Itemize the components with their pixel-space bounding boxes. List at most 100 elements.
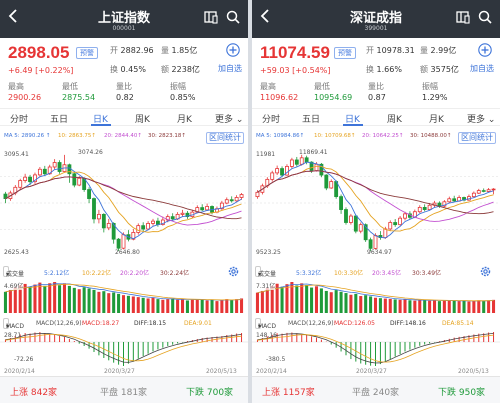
candle — [285, 164, 289, 176]
chevron-down-icon: ▾ — [258, 271, 262, 278]
date-mid: 2020/3/27 — [104, 368, 135, 375]
tab-monthly-k[interactable]: 月K — [429, 115, 444, 125]
candle-body — [52, 162, 57, 168]
macd-select[interactable]: MACD ▾ — [3, 318, 24, 330]
tab-more[interactable]: 更多 ⌄ — [467, 115, 496, 125]
chevron-down-icon: ⌄ — [235, 115, 244, 125]
layout-icon[interactable] — [456, 10, 470, 24]
candle — [87, 187, 91, 204]
candle — [417, 205, 422, 214]
search-icon[interactable] — [478, 10, 492, 24]
vol5-label: 5:2.12亿 — [44, 270, 70, 277]
candle — [353, 214, 358, 234]
back-arrow-icon[interactable] — [260, 9, 270, 23]
candle — [3, 191, 8, 204]
candle — [92, 197, 96, 224]
back-arrow-icon[interactable] — [8, 9, 18, 23]
candle-body — [141, 225, 146, 230]
volume-bar — [290, 282, 294, 313]
header-bar: 深证成指 399001 — [252, 0, 500, 38]
volume-bar — [285, 284, 289, 313]
candle — [42, 165, 47, 177]
k-top-label: 3095.41 — [4, 151, 29, 158]
advancers-count: 上涨 1157家 — [262, 388, 315, 398]
chevron-down-icon: ▾ — [6, 323, 10, 330]
add-watchlist-button[interactable]: 加自选 — [218, 64, 242, 73]
tab-weekly-k[interactable]: 周K — [135, 115, 150, 125]
candle-body — [447, 198, 452, 203]
tab-intraday[interactable]: 分时 — [10, 115, 29, 125]
tab-more[interactable]: 更多 ⌄ — [215, 115, 244, 125]
candle-body — [205, 206, 210, 211]
candle-body — [339, 196, 343, 210]
candle — [160, 216, 165, 226]
tab-daily-k[interactable]: 日K — [93, 115, 108, 125]
settings-gear-icon[interactable] — [479, 265, 492, 278]
volume-bar — [437, 301, 441, 313]
candle-body — [481, 190, 486, 192]
candle-body — [229, 199, 234, 202]
volume-bar — [131, 296, 135, 313]
candle-body — [280, 168, 284, 176]
tab-weekly-k[interactable]: 周K — [387, 115, 402, 125]
volume-bar — [195, 299, 199, 313]
layout-icon[interactable] — [204, 10, 218, 24]
volume-bar — [310, 287, 314, 313]
range-stats-button[interactable]: 区间统计 — [458, 132, 496, 144]
volume-select[interactable]: 成交量 ▾ — [3, 266, 24, 278]
settings-gear-icon[interactable] — [227, 265, 240, 278]
tab-five-day[interactable]: 五日 — [50, 115, 69, 125]
add-watchlist-icon[interactable] — [226, 43, 240, 57]
tab-monthly-k[interactable]: 月K — [177, 115, 192, 125]
vol30-label: 30:3.49亿 — [412, 270, 442, 277]
date-start: 2020/2/14 — [4, 368, 35, 375]
candle — [393, 219, 398, 227]
candle — [116, 238, 121, 252]
volume-bar — [349, 294, 353, 313]
macd-params: MACD(12,26,9): — [36, 320, 84, 327]
range-stats-button[interactable]: 区间统计 — [206, 132, 244, 144]
volume-legend: 成交量 ▾ 5:3.32亿 10:3.30亿 20:3.45亿 30:3.49亿 — [252, 265, 500, 278]
candlestick-chart[interactable] — [252, 144, 500, 262]
candle-body — [422, 207, 427, 210]
ma-legend: MA 5: 2890.26 ↑ 10: 2863.75↑ 20: 2844.40… — [0, 131, 248, 144]
ma30-line — [5, 176, 242, 220]
candle-body — [28, 176, 32, 183]
alert-badge[interactable]: 预警 — [76, 47, 98, 59]
volume-bar — [102, 291, 106, 313]
candle-body — [417, 207, 422, 213]
volume-select[interactable]: 成交量 ▾ — [255, 266, 276, 278]
candle — [190, 209, 195, 218]
macd-value: MACD:126.05 — [334, 320, 376, 327]
tab-intraday[interactable]: 分时 — [262, 115, 281, 125]
candlestick-chart[interactable] — [0, 144, 248, 262]
candle — [96, 209, 101, 224]
macd-legend: MACD ▾ MACD(12,26,9): MACD:126.05 DIFF:1… — [252, 317, 500, 330]
search-icon[interactable] — [226, 10, 240, 24]
candle-body — [180, 212, 185, 215]
macd-legend: MACD ▾ MACD(12,26,9): MACD:18.27 DIFF:18… — [0, 317, 248, 330]
candle-body — [344, 209, 348, 223]
add-watchlist-button[interactable]: 加自选 — [470, 64, 494, 73]
k-top-label: 11981 — [256, 151, 276, 158]
candle-body — [348, 215, 353, 223]
volume-bar — [200, 299, 204, 313]
macd-value: MACD:18.27 — [82, 320, 120, 327]
candle-body — [195, 207, 200, 213]
tab-five-day[interactable]: 五日 — [302, 115, 321, 125]
high-value: 11096.62 — [260, 93, 299, 102]
volume-bar — [38, 282, 42, 313]
ma5-label: MA 5: 2890.26 ↑ — [4, 133, 51, 139]
macd-select[interactable]: MACD ▾ — [255, 318, 276, 330]
alert-badge[interactable]: 预警 — [334, 47, 356, 59]
date-end: 2020/5/13 — [458, 368, 489, 375]
volume-bar — [255, 292, 259, 313]
candle-body — [270, 172, 275, 180]
volume-bar — [432, 300, 437, 313]
candle-body — [442, 201, 447, 207]
tab-daily-k[interactable]: 日K — [345, 115, 360, 125]
candle-body — [358, 224, 363, 232]
candle-body — [160, 219, 165, 225]
ma20-label: 20: 2844.40↑ — [104, 133, 142, 139]
add-watchlist-icon[interactable] — [478, 43, 492, 57]
